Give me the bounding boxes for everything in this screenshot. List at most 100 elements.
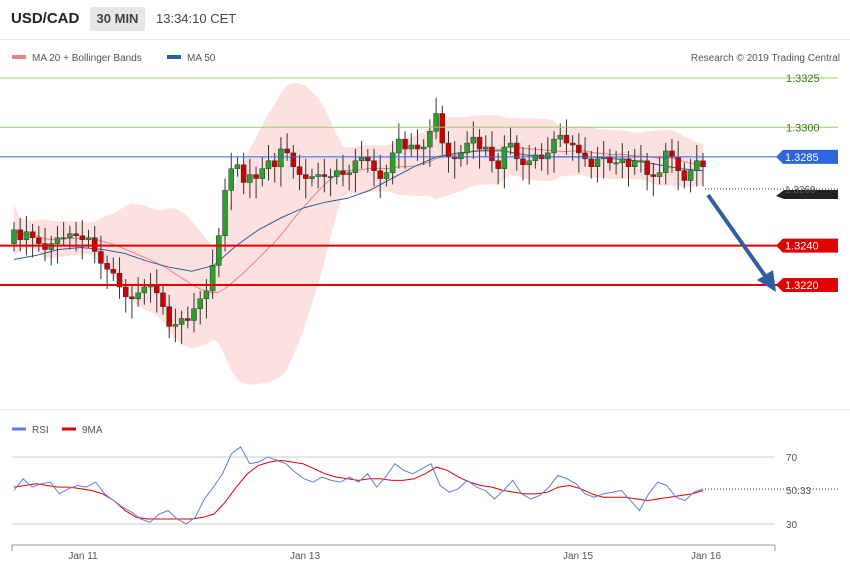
candle-body [514,142,520,160]
candle-body [507,142,514,148]
candle-body [700,160,706,167]
level-label-1: 1.3300 [786,122,820,134]
candle-body [17,229,23,240]
candle-body [197,298,203,309]
candle-body [501,146,508,169]
candle-body [259,168,266,179]
candle-body [439,113,446,144]
candle-body [352,160,359,173]
projection-arrow [706,193,770,282]
candle-body [346,172,352,175]
candle-body [141,286,148,294]
candle-body [278,148,284,167]
rsi-line [13,446,704,525]
candle-body [687,170,694,181]
rsi-last-value: 50.33 [786,486,811,497]
candle-body [340,170,346,175]
candle-body [569,142,576,146]
level-label-4: 1.3220 [785,280,819,292]
clock: 13:34:10 CET [156,11,237,26]
arrow-head [757,270,776,292]
symbol-title: USD/CAD [11,10,80,27]
bollinger-bands [14,82,703,385]
candle-body [383,172,390,179]
level-label-0: 1.3325 [786,73,820,85]
candle-body [315,174,321,177]
level-label-3: 1.3240 [785,241,819,253]
candle-body [327,176,334,179]
candle-body [60,237,67,240]
candle-body [296,166,303,175]
candle-body [247,174,253,183]
candle-body [408,144,415,150]
candle-body [445,142,452,158]
candle-body [619,158,626,164]
candle-body [358,156,365,162]
x-label-jan15: Jan 15 [563,551,593,562]
candle-body [433,113,439,132]
candle-body [234,164,241,169]
candle-body [470,136,477,144]
level-tag-4 [776,278,838,292]
rsi-ma-line [13,459,704,520]
candle-body [129,296,135,300]
candle-body [396,138,402,154]
timeframe-button[interactable]: 30 MIN [90,7,145,31]
candle-body [209,265,216,292]
candle-body [98,251,104,264]
candle-body [284,148,290,154]
candle-body [36,237,42,244]
level-tag-2 [776,149,838,164]
candle-body [476,136,483,150]
candle-body [458,152,464,160]
candle-body [216,235,222,266]
candle-body [594,158,601,167]
candle-body [240,164,247,183]
candle-body [576,144,582,154]
candle-body [613,162,619,165]
candle-body [631,160,638,167]
level-lines: 1.3325 1.3300 1.3285 1.3240 1.3220 [0,73,838,292]
candle-body [178,318,185,325]
candle-body [160,292,166,307]
candle-body [110,268,117,274]
candle-body [23,231,30,240]
candle-body [495,160,501,169]
candle-body [694,160,700,171]
candle-body [669,150,675,158]
bollinger-band-area [14,82,703,385]
candle-body [625,158,632,167]
candle-body [520,158,526,165]
candle-body [557,134,563,140]
candle-body [228,168,235,191]
candle-body [582,152,588,160]
ma20-legend-label: MA 20 + Bollinger Bands [32,53,142,64]
candle-body [135,292,141,300]
ma50-legend-label: MA 50 [187,53,216,64]
candle-body [377,170,383,179]
candle-body [607,156,613,164]
candle-body [489,146,495,162]
rsi-tick-70: 70 [786,453,798,464]
candle-body [588,158,595,167]
rsi-ma-legend-label: 9MA [82,425,103,436]
candle-body [54,237,61,244]
level-tag-3 [776,238,838,253]
candle-body [656,172,663,177]
candle-body [482,146,489,150]
rsi-lines [13,446,704,525]
candle-body [29,231,36,238]
rsi-legend-label: RSI [32,425,49,436]
candle-body [203,290,210,300]
candle-body [309,176,315,179]
candle-body [321,174,328,177]
x-label-jan16: Jan 16 [691,551,721,562]
level-label-2: 1.3285 [785,152,819,164]
candle-body [265,160,272,169]
candle-body [681,170,688,181]
candle-body [271,160,278,167]
candle-body [638,160,644,163]
ma20-line [13,146,704,294]
candle-body [414,144,421,150]
candle-body [371,160,377,171]
